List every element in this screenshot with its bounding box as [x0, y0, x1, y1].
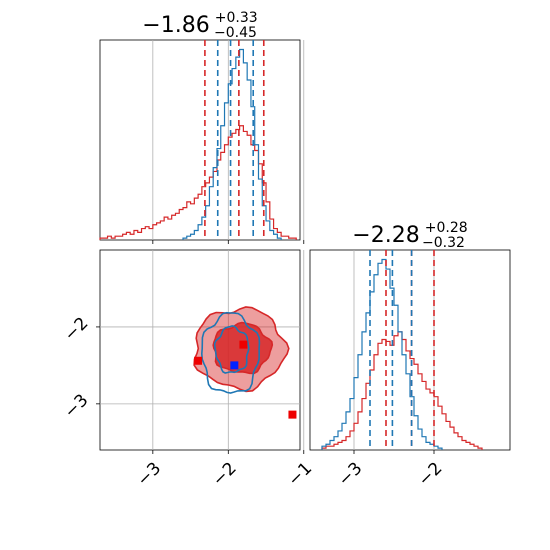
marginal-histogram-y: −3 −2 −2.28 +0.28 −0.32 — [309, 220, 511, 491]
x-tick-label-1: −2 — [209, 459, 241, 491]
histogram-steps — [321, 258, 483, 450]
contour-blue-inner — [213, 325, 250, 374]
histogram-blue — [321, 258, 443, 450]
tick-marks — [353, 450, 435, 454]
marker-red-0 — [194, 356, 203, 365]
axes-frame — [99, 39, 301, 241]
title-value: −1.86 — [142, 13, 209, 38]
title-value: −2.28 — [352, 223, 419, 248]
panel-title-y: −2.28 +0.28 — [352, 220, 467, 248]
quantile-lines — [369, 250, 435, 450]
x-tick-label-2: −1 — [284, 459, 316, 491]
histogram-steps — [99, 48, 297, 240]
title-minus: −0.45 — [214, 25, 257, 41]
marker-points — [194, 340, 297, 419]
marker-red-1 — [239, 340, 248, 349]
joint-contour-panel: −3 −2 −1 −2 −3 — [61, 249, 316, 491]
histogram-red — [99, 125, 297, 240]
contour-blue-outer — [200, 311, 261, 394]
tick-marks — [96, 326, 305, 454]
tick-marks — [152, 240, 305, 244]
marker-blue-3 — [230, 361, 239, 370]
histogram-blue — [182, 48, 282, 240]
x-tick-label-0: −3 — [335, 459, 367, 491]
marginal-histogram-x: −1.86 +0.33 −0.45 — [99, 10, 305, 244]
quantile-lines — [204, 40, 265, 240]
title-minus: −0.32 — [422, 235, 465, 251]
panel-title-x: −1.86 +0.33 — [142, 10, 257, 38]
x-tick-label-1: −2 — [415, 459, 447, 491]
y-tick-label-1: −3 — [61, 390, 93, 422]
tick-labels: −3 −2 — [335, 459, 447, 491]
marker-red-2 — [288, 410, 297, 419]
y-tick-label-0: −2 — [61, 313, 93, 345]
axes-frame — [309, 249, 511, 451]
x-tick-label-0: −3 — [133, 459, 165, 491]
title-plus: +0.33 — [215, 10, 258, 26]
title-plus: +0.28 — [425, 220, 468, 236]
